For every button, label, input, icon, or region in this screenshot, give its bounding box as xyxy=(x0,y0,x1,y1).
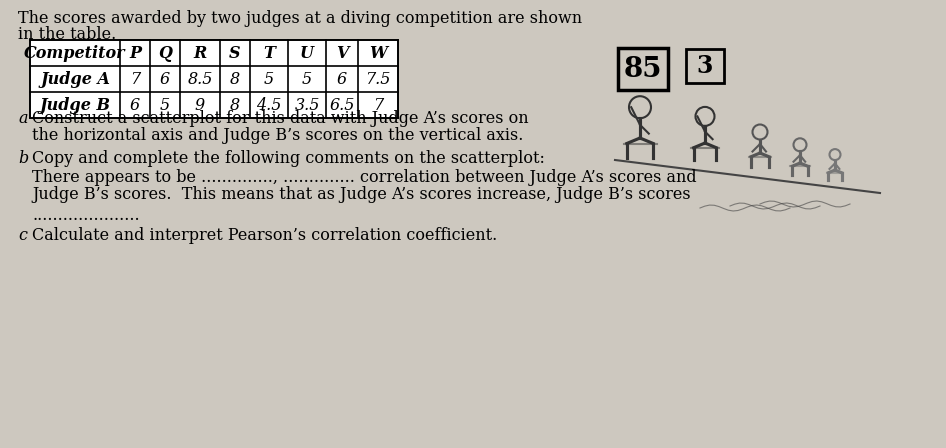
Text: 85: 85 xyxy=(623,56,662,82)
Text: 9: 9 xyxy=(195,96,205,113)
FancyBboxPatch shape xyxy=(30,40,398,118)
Text: T: T xyxy=(263,44,275,61)
Text: 8: 8 xyxy=(230,96,240,113)
Text: b: b xyxy=(18,150,28,167)
Text: The scores awarded by two judges at a diving competition are shown: The scores awarded by two judges at a di… xyxy=(18,10,582,27)
Text: 3.5: 3.5 xyxy=(294,96,320,113)
Text: 7: 7 xyxy=(130,70,140,87)
Text: in the table.: in the table. xyxy=(18,26,116,43)
Text: 6: 6 xyxy=(337,70,347,87)
Text: U: U xyxy=(300,44,314,61)
Text: 5: 5 xyxy=(264,70,274,87)
Text: .....................: ..................... xyxy=(32,207,140,224)
Text: P: P xyxy=(129,44,141,61)
Text: Copy and complete the following comments on the scatterplot:: Copy and complete the following comments… xyxy=(32,150,545,167)
Text: the horizontal axis and Judge B’s scores on the vertical axis.: the horizontal axis and Judge B’s scores… xyxy=(32,127,523,144)
Text: 5: 5 xyxy=(302,70,312,87)
Text: R: R xyxy=(193,44,206,61)
Text: 8: 8 xyxy=(230,70,240,87)
Text: 8.5: 8.5 xyxy=(187,70,213,87)
FancyBboxPatch shape xyxy=(686,49,724,83)
Text: Judge B’s scores.  This means that as Judge A’s scores increase, Judge B’s score: Judge B’s scores. This means that as Jud… xyxy=(32,186,691,203)
Text: c: c xyxy=(18,227,27,244)
Text: Construct a scatterplot for this data with Judge A’s scores on: Construct a scatterplot for this data wi… xyxy=(32,110,529,127)
Text: 6.5: 6.5 xyxy=(329,96,355,113)
Text: Judge B: Judge B xyxy=(40,96,111,113)
Text: 3: 3 xyxy=(697,54,713,78)
Text: Calculate and interpret Pearson’s correlation coefficient.: Calculate and interpret Pearson’s correl… xyxy=(32,227,498,244)
Text: Judge A: Judge A xyxy=(40,70,110,87)
Text: 7.5: 7.5 xyxy=(365,70,391,87)
Text: There appears to be .............., .............. correlation between Judge A’s: There appears to be .............., ....… xyxy=(32,169,696,186)
Text: 4.5: 4.5 xyxy=(256,96,282,113)
FancyBboxPatch shape xyxy=(618,48,668,90)
Text: Q: Q xyxy=(158,44,172,61)
Text: S: S xyxy=(229,44,240,61)
Text: 6: 6 xyxy=(160,70,170,87)
Text: 6: 6 xyxy=(130,96,140,113)
Text: Competitor: Competitor xyxy=(25,44,126,61)
Text: a: a xyxy=(18,110,27,127)
Text: 7: 7 xyxy=(373,96,383,113)
Text: W: W xyxy=(369,44,387,61)
Text: 5: 5 xyxy=(160,96,170,113)
Text: V: V xyxy=(336,44,348,61)
